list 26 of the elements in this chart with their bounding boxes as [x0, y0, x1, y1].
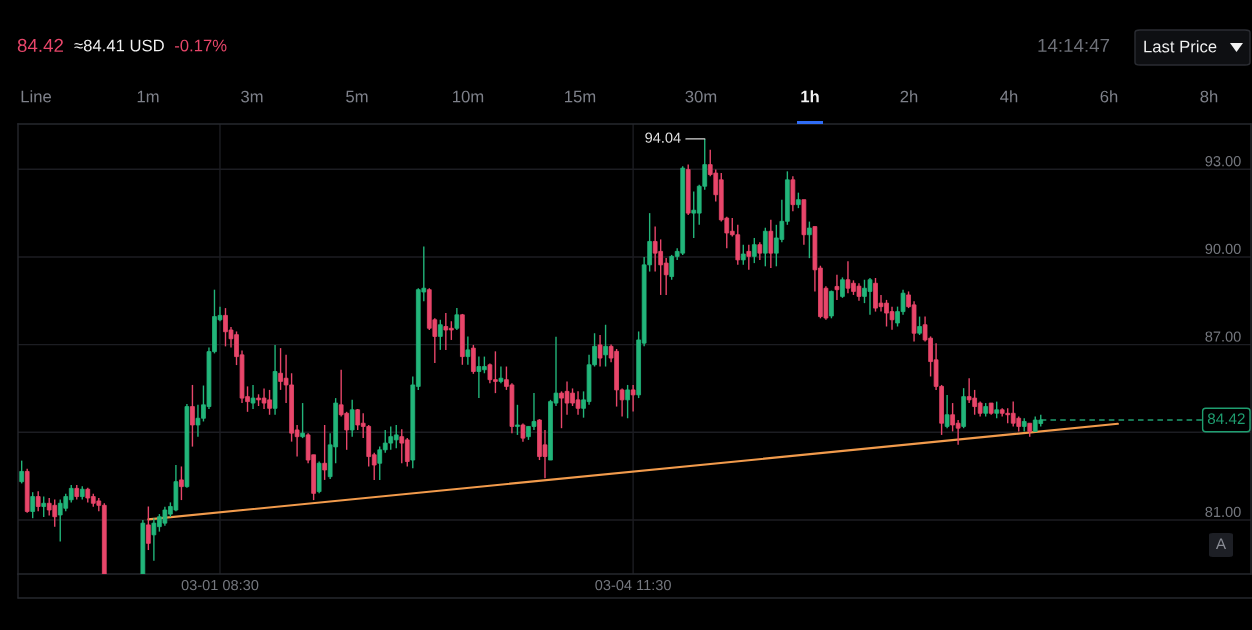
y-tick-label: 81.00	[1205, 506, 1241, 518]
text: 84.42	[17, 38, 63, 53]
text: 6h	[1100, 90, 1118, 103]
x-tick-label: 03-04 11:30	[595, 579, 671, 591]
text: 3m	[241, 90, 263, 103]
text: 1m	[137, 90, 159, 103]
text: 14:14:47	[1038, 38, 1110, 52]
y-tick-label: 90.00	[1205, 243, 1241, 255]
y-tick-label: 87.00	[1205, 331, 1241, 342]
x-tick-label: 03-01 08:30	[181, 579, 259, 591]
annotation: A	[1215, 538, 1227, 549]
text: Line	[21, 90, 52, 103]
text: 2h	[900, 90, 918, 103]
text: -0.17%	[174, 39, 227, 52]
text: 8h	[1200, 90, 1218, 103]
text: 4h	[1000, 90, 1018, 103]
text: 30m	[685, 90, 717, 103]
y-tick-label: 93.00	[1205, 156, 1241, 167]
text: Last Price	[1144, 40, 1217, 53]
text: 5m	[346, 90, 368, 103]
text: 1h	[801, 90, 819, 103]
ref-line-label: 84.42	[1207, 413, 1245, 425]
text: ≈84.41 USD	[74, 39, 164, 52]
text: 10m	[453, 90, 484, 103]
text: 15m	[565, 90, 596, 103]
annotation: 94.04	[645, 132, 681, 143]
